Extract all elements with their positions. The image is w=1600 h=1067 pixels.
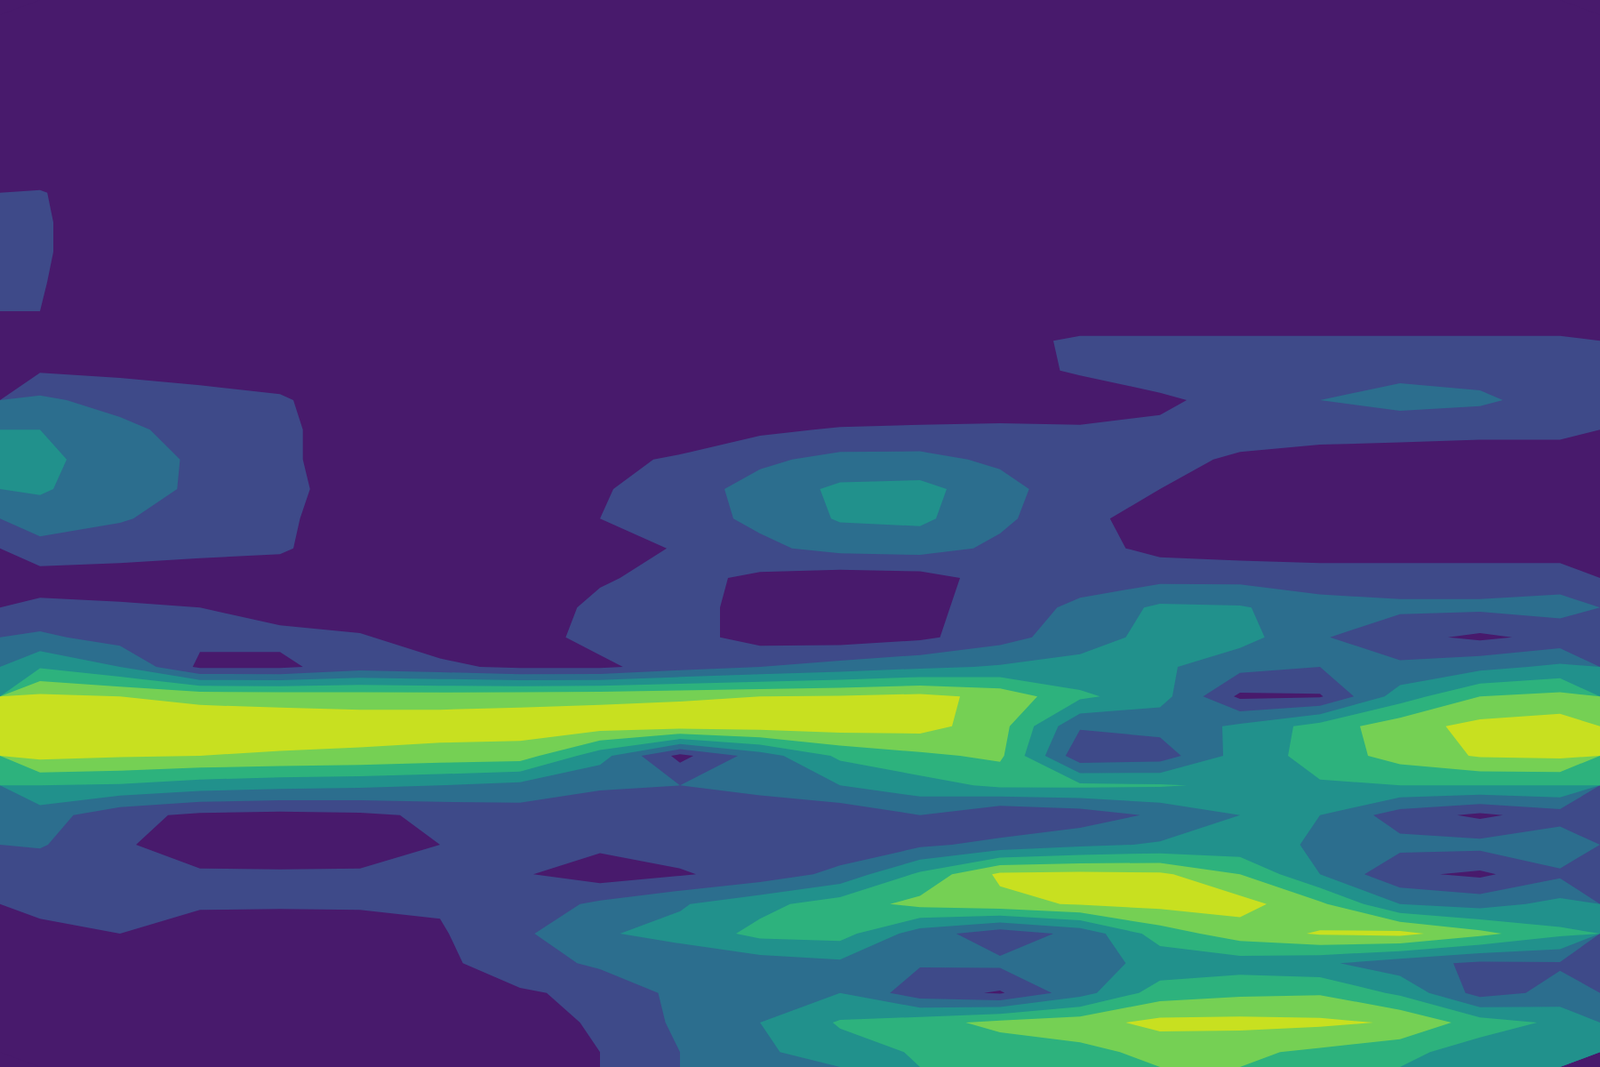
contour-band xyxy=(0,429,1600,1067)
contour-layer xyxy=(0,0,1600,1067)
contour-band xyxy=(0,190,1600,1067)
contour-band xyxy=(0,693,1600,1032)
contour-band xyxy=(0,383,1600,1067)
chart xyxy=(0,0,1600,1067)
contour-band xyxy=(0,0,1600,1067)
contour-band xyxy=(0,680,1600,1067)
contour-band xyxy=(0,667,1600,1067)
